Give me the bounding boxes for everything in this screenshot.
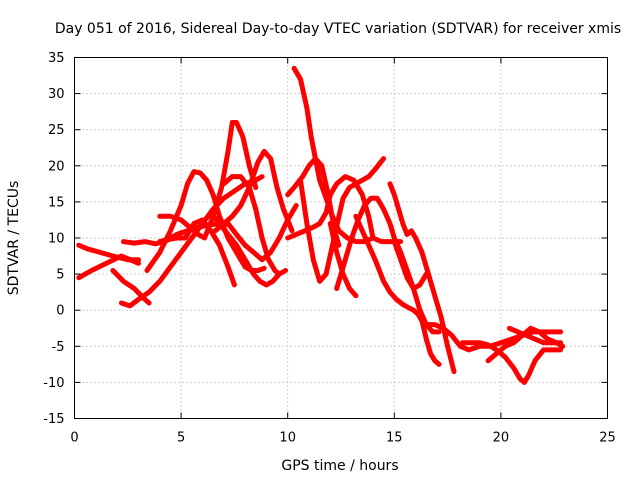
y-tick-label: 10 — [48, 232, 65, 247]
y-tick-label: 25 — [48, 123, 65, 138]
series-track-4 — [110, 268, 152, 306]
series-track-10 — [212, 148, 295, 234]
series-track-7 — [157, 217, 237, 288]
x-axis-label: GPS time / hours — [281, 458, 398, 474]
y-tick-label: 5 — [56, 268, 64, 283]
y-tick-label: 35 — [48, 51, 65, 66]
x-tick-label: 25 — [599, 431, 616, 446]
series-track-18 — [334, 195, 442, 335]
y-tick-label: 20 — [48, 159, 65, 174]
series-track-23 — [460, 340, 564, 385]
y-tick-label: 15 — [48, 195, 65, 210]
series-track-19 — [353, 213, 442, 367]
series-track-21 — [391, 239, 429, 291]
y-tick-label: 0 — [56, 304, 64, 319]
series-track-8 — [157, 120, 259, 241]
series-track-11 — [217, 203, 299, 263]
x-tick-label: 20 — [493, 431, 510, 446]
data-series — [76, 65, 566, 385]
y-tick-label: -15 — [43, 412, 64, 427]
series-track-2 — [76, 253, 141, 281]
axis-ticks: 0 5 10 15 20 25 -15 -10 -5 0 5 10 15 20 25 30 35 — [43, 51, 616, 446]
series-track-25 — [506, 325, 564, 346]
plot-frame — [74, 57, 608, 419]
x-tick-label: 15 — [386, 431, 403, 446]
series-track-9 — [208, 210, 289, 288]
series-track-15 — [285, 156, 342, 248]
series-track-16 — [298, 156, 387, 284]
x-tick-label: 5 — [177, 431, 185, 446]
x-tick-label: 0 — [70, 431, 78, 446]
y-axis-label: SDTVAR / TECUs — [6, 181, 22, 296]
chart-title: Day 051 of 2016, Sidereal Day-to-day VTE… — [55, 21, 621, 37]
grid — [74, 57, 608, 419]
y-tick-label: -5 — [52, 340, 65, 355]
series-track-12 — [221, 174, 282, 277]
y-tick-label: 30 — [48, 87, 65, 102]
x-tick-label: 10 — [279, 431, 296, 446]
y-tick-label: -10 — [43, 376, 64, 391]
series-track-20 — [387, 181, 457, 375]
